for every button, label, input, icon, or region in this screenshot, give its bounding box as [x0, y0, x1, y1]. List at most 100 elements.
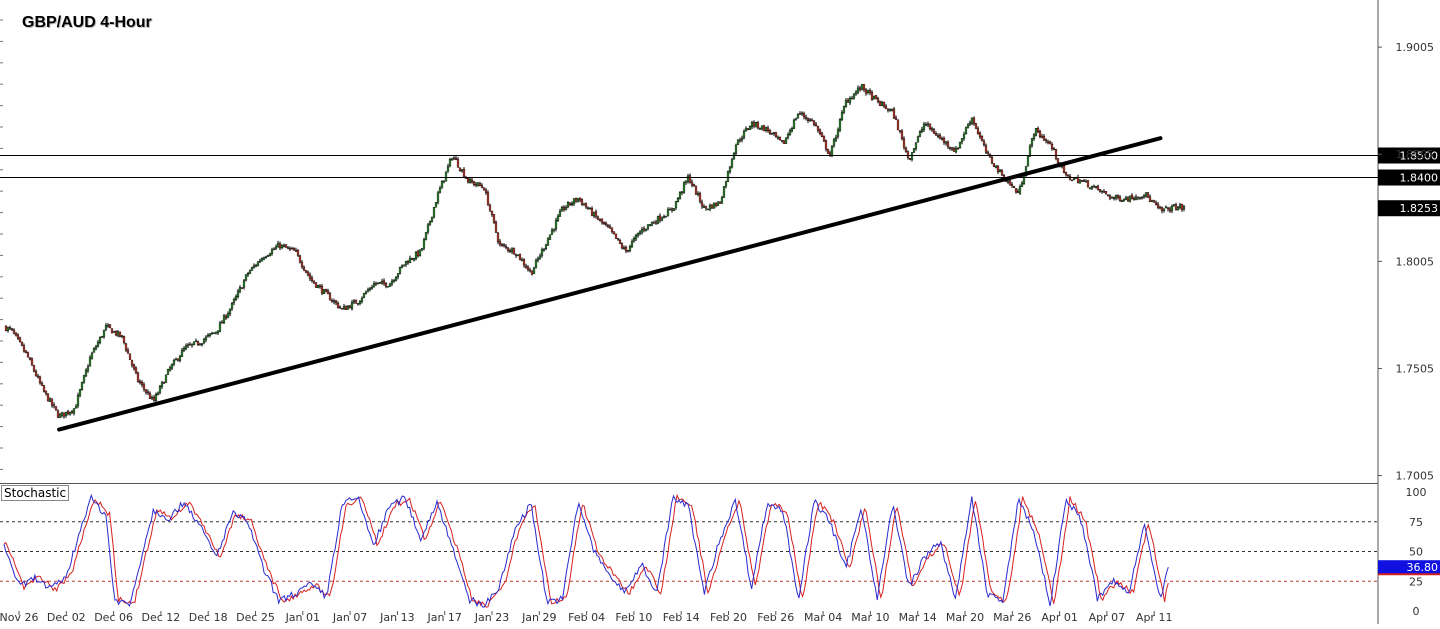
candle-down	[66, 411, 70, 414]
candle-up	[412, 258, 416, 261]
candle-up	[664, 216, 668, 218]
candle-up	[432, 207, 436, 218]
candle-down	[898, 130, 902, 132]
candle-up	[554, 219, 558, 230]
candle-up	[538, 255, 542, 259]
candle-up	[1170, 205, 1174, 212]
stochastic-label: Stochastic	[1, 485, 70, 501]
stochastic-d-line	[3, 493, 1169, 608]
candle-up	[68, 411, 72, 415]
candle-up	[100, 336, 104, 338]
candle-up	[744, 128, 748, 132]
candle-down	[494, 222, 498, 233]
candle-up	[680, 191, 684, 193]
candle-up	[1110, 197, 1114, 199]
candle-up	[1094, 186, 1098, 188]
candle-up	[246, 273, 250, 276]
candle-down	[774, 132, 778, 138]
candle-down	[1140, 196, 1144, 199]
candle-up	[582, 203, 586, 206]
candle-up	[854, 91, 858, 95]
candle-up	[252, 265, 256, 268]
candle-up	[238, 287, 242, 292]
candle-up	[682, 182, 686, 193]
candle-up	[402, 264, 406, 267]
candle-up	[208, 333, 212, 336]
candle-up	[1022, 175, 1026, 185]
candle-down	[118, 331, 122, 337]
candle-down	[334, 300, 338, 304]
candle-up	[1018, 186, 1022, 194]
candle-down	[406, 261, 410, 264]
candle-down	[144, 389, 148, 393]
candle-down	[128, 353, 132, 360]
candle-up	[890, 109, 894, 111]
candle-up	[650, 222, 654, 226]
price-tick-label: 1.8005	[1396, 255, 1435, 268]
candle-down	[1116, 195, 1120, 198]
candle-down	[1052, 148, 1056, 150]
candle-up	[686, 175, 690, 182]
candle-up	[910, 152, 914, 160]
candle-down	[940, 138, 944, 140]
candle-down	[224, 315, 228, 319]
candle-up	[450, 158, 454, 161]
date-tick-label: Feb 26	[757, 611, 794, 624]
candle-down	[574, 198, 578, 202]
candle-down	[300, 261, 304, 267]
candle-down	[1160, 207, 1164, 212]
candle-up	[750, 121, 754, 128]
candle-down	[602, 222, 606, 225]
candle-up	[964, 127, 968, 134]
level-label: 1.8500	[1400, 150, 1439, 163]
candle-up	[1030, 138, 1034, 146]
candle-down	[992, 163, 996, 167]
candle-down	[1080, 180, 1084, 182]
candle-up	[628, 246, 632, 252]
candle-down	[288, 247, 292, 250]
candle-up	[640, 228, 644, 233]
candle-down	[292, 248, 296, 251]
candle-down	[522, 259, 526, 266]
candle-up	[270, 249, 274, 254]
candle-up	[720, 197, 724, 204]
candle-down	[330, 300, 334, 302]
candle-up	[728, 166, 732, 172]
stochastic-k-line	[3, 493, 1169, 608]
candle-down	[906, 151, 910, 158]
candle-up	[346, 305, 350, 310]
candle-down	[304, 270, 308, 273]
candle-up	[672, 208, 676, 211]
candle-down	[862, 84, 866, 90]
candle-up	[370, 287, 374, 289]
date-tick-label: Jan 23	[474, 611, 509, 624]
candle-up	[786, 134, 790, 138]
candle-up	[570, 203, 574, 206]
candle-down	[490, 210, 494, 215]
candle-up	[968, 122, 972, 125]
candle-down	[1038, 131, 1042, 138]
candle-up	[1078, 180, 1082, 184]
candle-down	[804, 116, 808, 119]
candle-down	[654, 221, 658, 224]
candle-down	[340, 308, 344, 310]
candle-down	[32, 365, 36, 372]
candle-up	[726, 170, 730, 182]
candle-down	[598, 219, 602, 221]
candle-down	[38, 376, 42, 384]
candle-down	[196, 341, 200, 345]
candle-down	[772, 132, 776, 134]
candle-up	[866, 89, 870, 93]
candle-up	[730, 159, 734, 168]
candle-down	[826, 148, 830, 154]
candle-down	[62, 412, 66, 417]
candle-up	[186, 344, 190, 347]
candle-down	[868, 90, 872, 93]
candle-down	[870, 92, 874, 100]
candle-up	[958, 141, 962, 149]
candle-up	[262, 257, 266, 260]
candle-up	[1164, 206, 1168, 209]
candle-up	[172, 360, 176, 365]
candle-up	[274, 246, 278, 249]
candle-down	[1180, 203, 1184, 210]
